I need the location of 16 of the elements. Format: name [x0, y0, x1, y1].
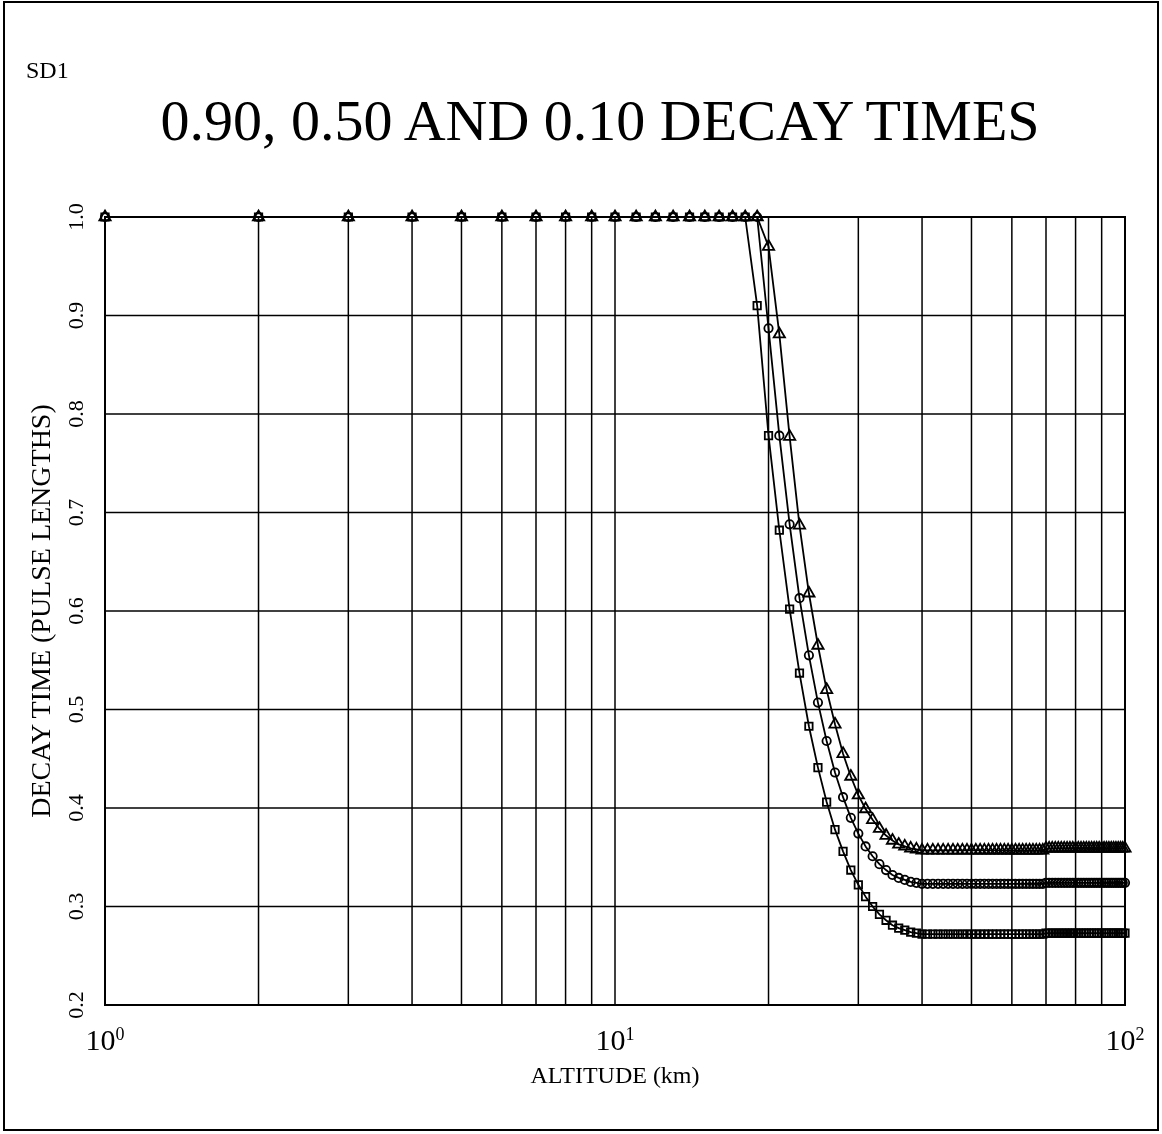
y-tick-label: 0.7 [63, 498, 88, 527]
y-tick-label: 0.6 [63, 597, 88, 625]
y-tick-label: 0.2 [63, 991, 88, 1019]
x-tick-label: 10$^{0}$ [85, 1023, 125, 1056]
text: SD1 [26, 57, 69, 83]
y-tick-label: 0.9 [63, 301, 88, 330]
y-axis-title: DECAY TIME (PULSE LENGTHS) [25, 404, 56, 818]
y-tick-label: 0.5 [63, 695, 88, 724]
y-tick-label: 0.4 [63, 794, 88, 822]
y-tick-label: 0.8 [63, 400, 88, 428]
y-tick-label: 1.0 [63, 203, 88, 231]
chart-title: 0.90, 0.50 AND 0.10 DECAY TIMES [160, 88, 1040, 153]
y-tick-label: 0.3 [63, 892, 88, 921]
x-tick-label: 10$^{1}$ [595, 1023, 635, 1056]
x-axis-title: ALTITUDE (km) [530, 1062, 700, 1088]
x-tick-label: 10$^{2}$ [1105, 1023, 1145, 1056]
